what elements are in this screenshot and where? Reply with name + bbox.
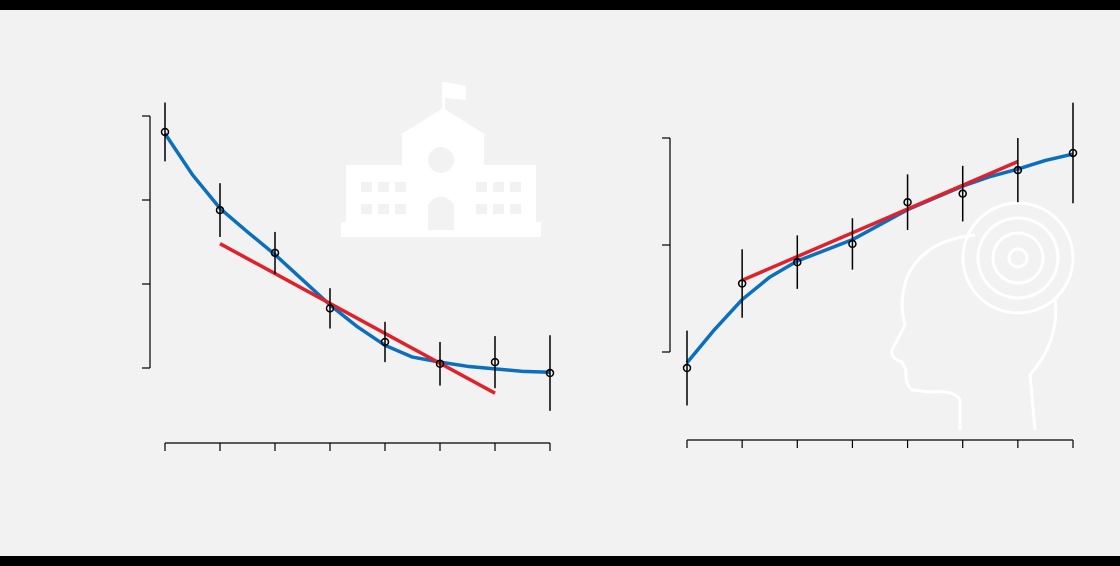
fit-line: [741, 159, 1019, 282]
bottom-border: [0, 556, 1120, 566]
data-point: [682, 363, 692, 373]
fit-curve: [685, 152, 1074, 364]
data-point: [1068, 148, 1078, 158]
data-point: [958, 189, 967, 198]
data-point: [737, 279, 747, 288]
data-point: [380, 337, 390, 347]
data-point: [215, 205, 225, 215]
data-point: [1013, 165, 1023, 175]
head-icon: [890, 201, 1075, 431]
data-point: [903, 197, 912, 207]
fit-line: [219, 242, 496, 395]
data-point: [490, 357, 500, 367]
data-point: [270, 248, 280, 258]
data-point: [435, 359, 445, 369]
fit-curve: [163, 132, 551, 374]
top-border: [0, 0, 1120, 10]
data-point: [325, 304, 335, 313]
school-icon: [341, 82, 541, 237]
data-point: [793, 257, 802, 267]
data-point: [848, 239, 857, 249]
data-point: [545, 368, 555, 378]
data-point: [160, 127, 170, 137]
